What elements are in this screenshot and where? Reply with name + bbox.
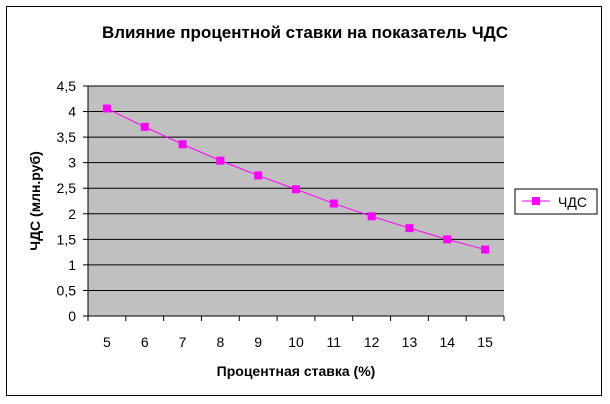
data-point xyxy=(140,122,149,131)
plot-area xyxy=(88,86,504,316)
legend-marker-swatch xyxy=(532,197,540,205)
x-tick-label: 6 xyxy=(141,334,149,350)
data-point xyxy=(178,140,187,149)
data-point xyxy=(405,224,414,233)
data-point xyxy=(329,199,338,208)
data-point xyxy=(102,104,111,113)
y-tick-label: 3,5 xyxy=(57,129,77,145)
x-tick-label: 9 xyxy=(254,334,262,350)
chart-title: Влияние процентной ставки на показатель … xyxy=(102,23,508,42)
legend-label: ЧДС xyxy=(558,194,587,210)
series-markers xyxy=(102,104,490,254)
x-tick-labels: 5 6 7 8 9 10 11 12 13 14 15 xyxy=(103,334,493,350)
y-tick-label: 0,5 xyxy=(57,282,77,298)
axes xyxy=(83,85,505,321)
legend: ЧДС xyxy=(514,188,598,215)
y-tick-label: 4 xyxy=(68,104,76,120)
y-tick-label: 4,5 xyxy=(57,78,77,94)
y-tick-labels: 0 0,5 1 1,5 2 2,5 3 3,5 4 4,5 xyxy=(57,78,77,324)
data-point xyxy=(216,156,225,165)
x-tick-label: 7 xyxy=(179,334,187,350)
data-point xyxy=(292,185,300,194)
x-tick-label: 8 xyxy=(216,334,224,350)
x-tick-label: 12 xyxy=(364,334,380,350)
data-point xyxy=(481,245,490,254)
y-tick-label: 1,5 xyxy=(57,231,77,247)
x-tick-label: 5 xyxy=(103,334,111,350)
y-axis-title: ЧДС (млн.руб) xyxy=(27,151,43,251)
grid-lines xyxy=(88,85,504,291)
x-tick-label: 10 xyxy=(288,334,304,350)
y-tick-label: 3 xyxy=(68,155,76,171)
data-point xyxy=(367,212,376,221)
y-tick-label: 0 xyxy=(68,308,76,324)
x-axis-title: Процентная ставка (%) xyxy=(217,363,376,379)
x-tick-label: 15 xyxy=(477,334,493,350)
x-tick-label: 13 xyxy=(402,334,418,350)
legend-box xyxy=(514,188,598,215)
data-point xyxy=(443,235,452,244)
data-point xyxy=(254,171,263,180)
x-tick-label: 14 xyxy=(439,334,455,350)
y-tick-label: 2 xyxy=(68,206,76,222)
x-tick-label: 11 xyxy=(327,334,342,350)
y-tick-label: 1 xyxy=(68,257,76,273)
y-tick-label: 2,5 xyxy=(57,180,77,196)
